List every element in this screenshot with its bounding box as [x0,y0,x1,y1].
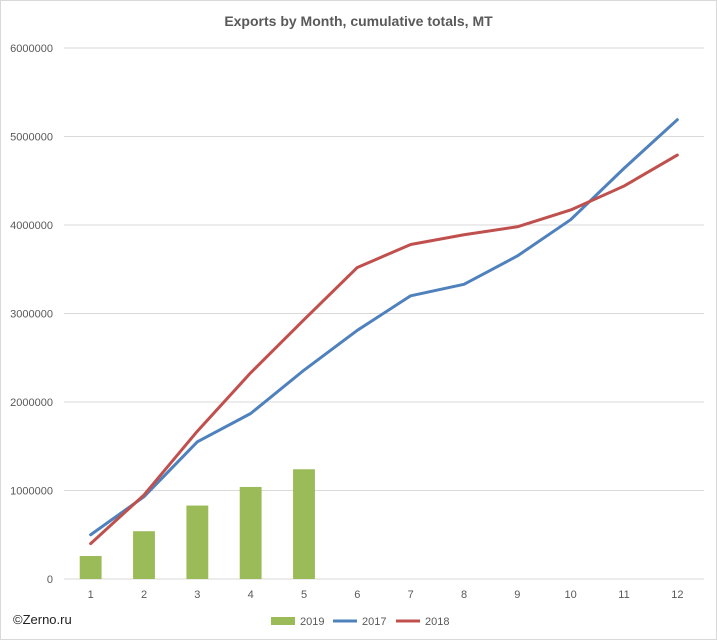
x-tick-label: 10 [565,589,577,601]
x-tick-label: 4 [248,589,254,601]
x-tick-label: 11 [618,589,629,601]
y-tick-label: 2000000 [10,397,53,409]
x-tick-label: 3 [194,589,200,601]
y-tick-label: 3000000 [10,309,53,321]
legend-label: 2018 [425,616,449,628]
chart-title: Exports by Month, cumulative totals, MT [224,13,493,29]
x-tick-label: 8 [461,589,467,601]
series-line [89,118,679,537]
legend-label: 2019 [300,616,324,628]
bar [79,555,102,579]
y-tick-label: 1000000 [10,486,53,498]
legend-label: 2017 [362,616,386,628]
bar [133,531,155,579]
x-tick-label: 5 [301,589,307,601]
x-tick-label: 7 [408,589,414,601]
x-tick-label: 9 [514,589,520,601]
y-tick-label: 5000000 [10,132,53,144]
legend-swatch [271,617,295,625]
x-tick-label: 1 [88,589,94,601]
x-tick-label: 6 [354,589,360,601]
bar [239,486,262,579]
bar [186,505,209,579]
y-tick-label: 4000000 [10,220,53,232]
y-tick-label: 6000000 [10,43,53,55]
bar [293,469,315,579]
series-line [89,153,679,546]
x-tick-label: 12 [671,589,683,601]
y-tick-label: 0 [47,574,53,586]
x-tick-label: 2 [141,589,147,601]
credit-text: ©Zerno.ru [13,612,72,627]
